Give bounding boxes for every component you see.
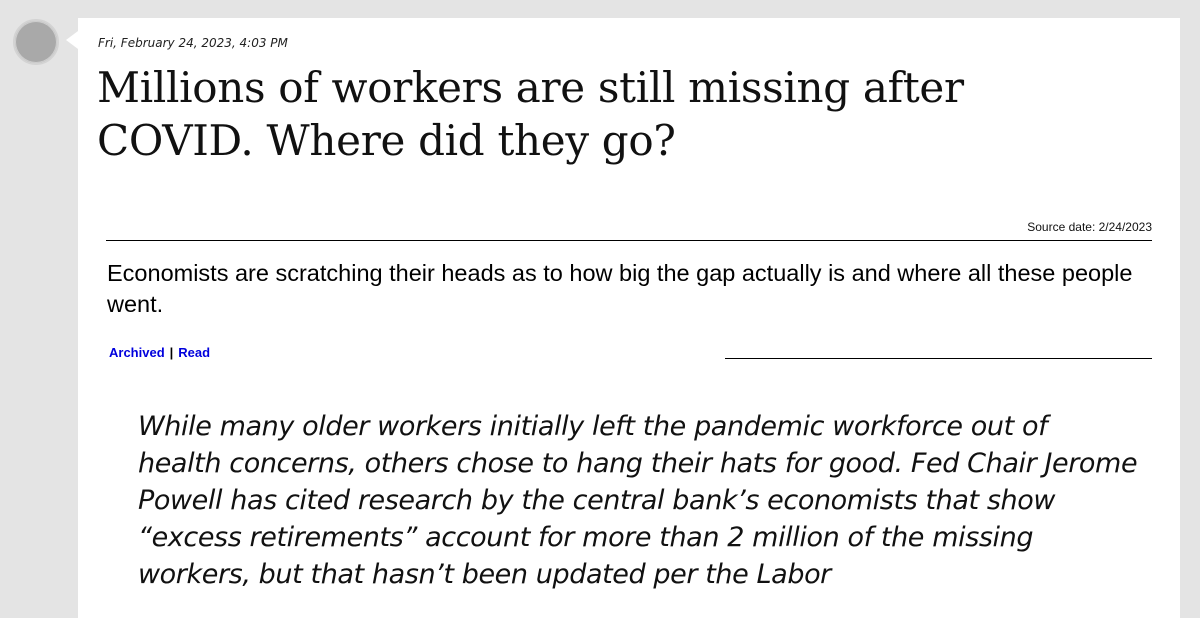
post-links: Archived | Read [109,345,210,360]
card-pointer [66,31,78,49]
link-separator: | [169,345,174,360]
archived-link[interactable]: Archived [109,345,165,360]
post-headline: Millions of workers are still missing af… [97,63,964,165]
post-card: Fri, February 24, 2023, 4:03 PM Millions… [78,18,1180,618]
source-date: Source date: 2/24/2023 [1027,220,1152,234]
post-timestamp: Fri, February 24, 2023, 4:03 PM [98,36,288,50]
read-link[interactable]: Read [178,345,211,360]
post-quote: While many older workers initially left … [138,411,1138,590]
divider [106,240,1152,241]
divider-right [725,358,1152,359]
post-summary: Economists are scratching their heads as… [107,260,1133,317]
avatar[interactable] [13,19,59,65]
